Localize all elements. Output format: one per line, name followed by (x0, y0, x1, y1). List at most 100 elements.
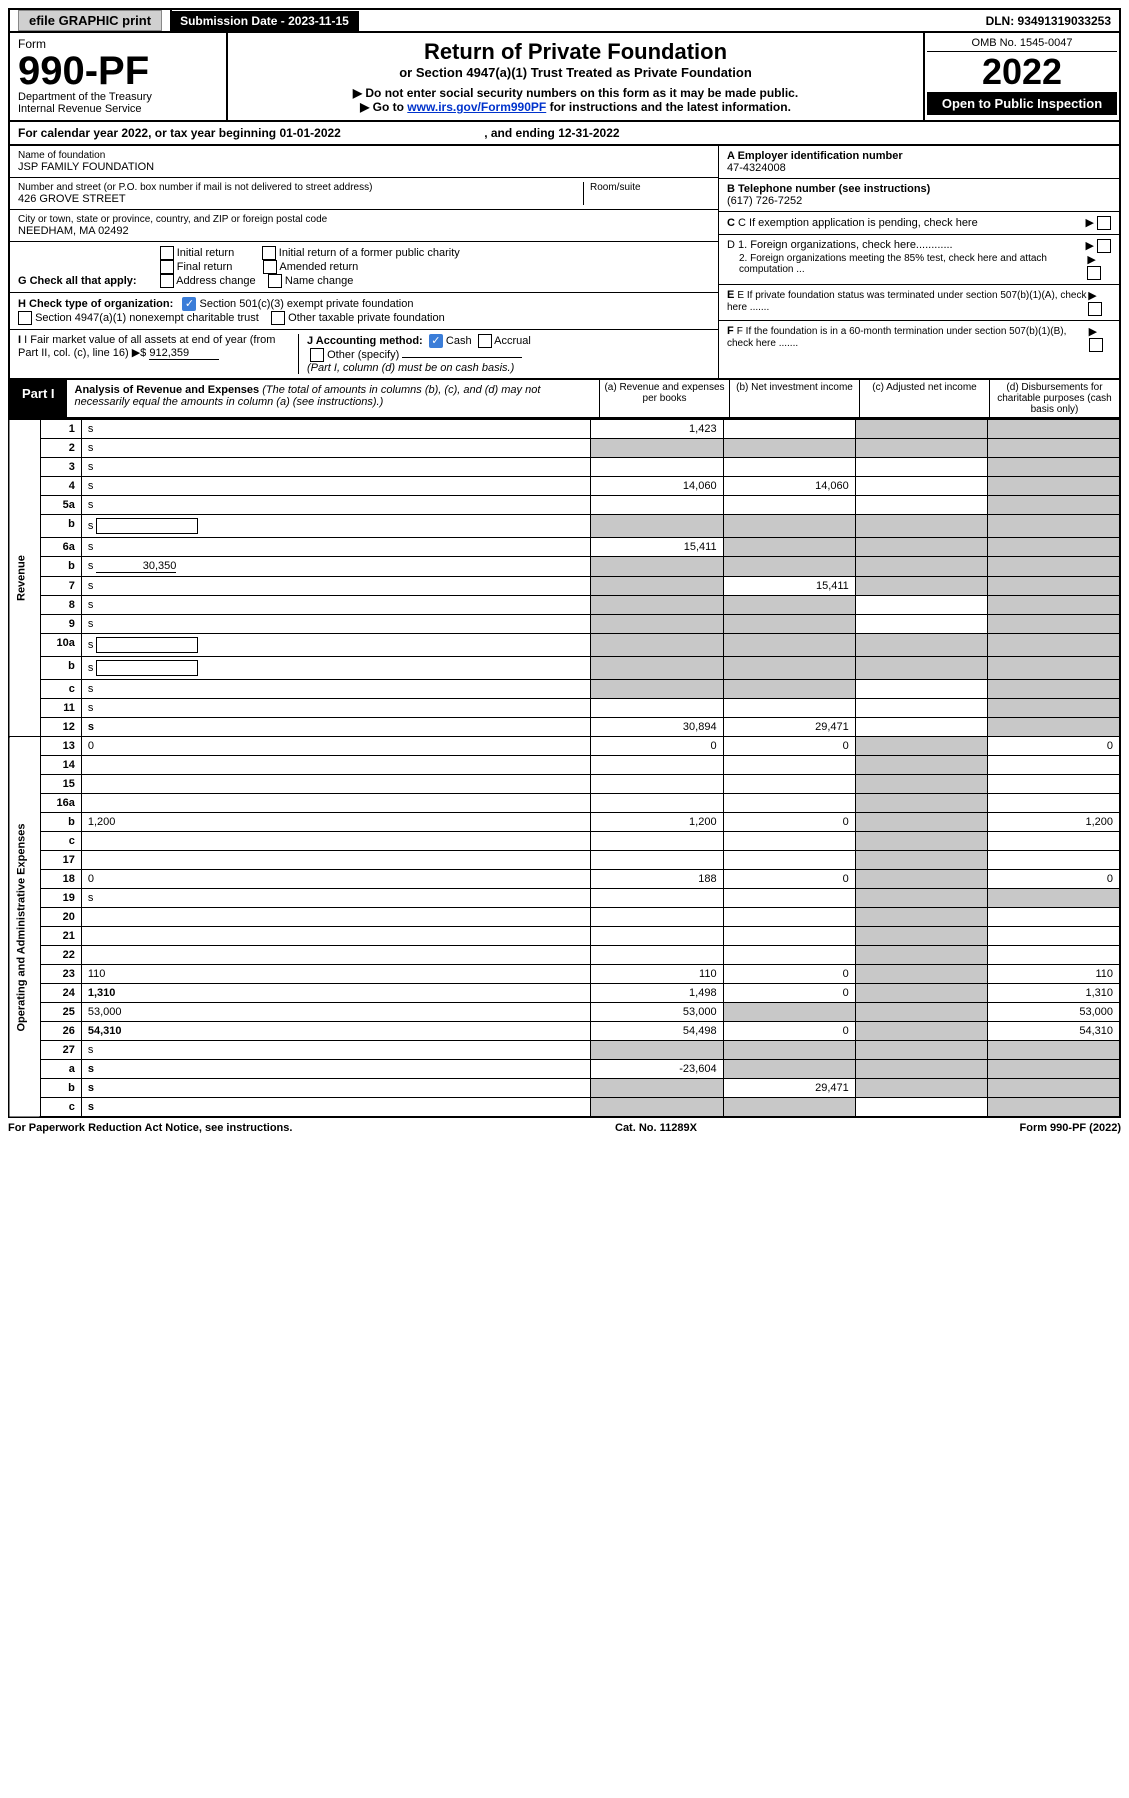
open-public-box: Open to Public Inspection (927, 92, 1117, 115)
amount-cell: 1,498 (591, 984, 723, 1003)
line-description: 110 (81, 965, 590, 984)
table-row: 27s (9, 1041, 1120, 1060)
amount-cell (987, 496, 1120, 515)
amount-cell (591, 832, 723, 851)
table-row: 5as (9, 496, 1120, 515)
instructions-link[interactable]: www.irs.gov/Form990PF (407, 100, 546, 114)
tax-year: 2022 (927, 52, 1117, 92)
checkbox-f[interactable] (1089, 338, 1103, 352)
amount-cell (723, 538, 855, 557)
line-description: s (81, 477, 590, 496)
room-label: Room/suite (590, 182, 710, 193)
checkbox-c[interactable] (1097, 216, 1111, 230)
amount-cell (723, 596, 855, 615)
omb-number: OMB No. 1545-0047 (927, 35, 1117, 52)
table-row: 231101100110 (9, 965, 1120, 984)
line-number: 3 (40, 458, 81, 477)
amount-cell (855, 577, 987, 596)
amount-cell: 1,200 (591, 813, 723, 832)
part-1-label: Part I (10, 380, 67, 417)
form-note-2: ▶ Go to www.irs.gov/Form990PF for instru… (236, 100, 915, 114)
section-h: H Check type of organization: ✓ Section … (10, 293, 718, 330)
amount-cell (855, 1003, 987, 1022)
top-bar: efile GRAPHIC print Submission Date - 20… (8, 8, 1121, 33)
amount-cell (723, 927, 855, 946)
amount-cell (855, 1060, 987, 1079)
line-description: 0 (81, 737, 590, 756)
amount-cell (723, 680, 855, 699)
amount-cell: 188 (591, 870, 723, 889)
amount-cell: 29,471 (723, 718, 855, 737)
checkbox-final-return[interactable] (160, 260, 174, 274)
info-section: Name of foundation JSP FAMILY FOUNDATION… (8, 146, 1121, 380)
checkbox-d2[interactable] (1087, 266, 1101, 280)
amount-cell (591, 657, 723, 680)
amount-cell: -23,604 (591, 1060, 723, 1079)
table-row: 2654,31054,498054,310 (9, 1022, 1120, 1041)
line-description: s (81, 1041, 590, 1060)
amount-cell (855, 775, 987, 794)
line-number: 23 (40, 965, 81, 984)
efile-button[interactable]: efile GRAPHIC print (18, 10, 162, 31)
amount-cell (855, 737, 987, 756)
checkbox-name-change[interactable] (268, 274, 282, 288)
amount-cell (987, 538, 1120, 557)
section-ij: I I Fair market value of all assets at e… (10, 330, 718, 378)
checkbox-d1[interactable] (1097, 239, 1111, 253)
line-description: 53,000 (81, 1003, 590, 1022)
checkbox-accrual[interactable] (478, 334, 492, 348)
line-description: s (81, 577, 590, 596)
table-row: 6as15,411 (9, 538, 1120, 557)
page-footer: For Paperwork Reduction Act Notice, see … (8, 1118, 1121, 1134)
checkbox-initial-former[interactable] (262, 246, 276, 260)
col-b-header: (b) Net investment income (729, 380, 859, 417)
checkbox-other-method[interactable] (310, 348, 324, 362)
table-row: 15 (9, 775, 1120, 794)
line-description: s (81, 1079, 590, 1098)
fmv-value: 912,359 (149, 347, 219, 360)
table-row: b1,2001,20001,200 (9, 813, 1120, 832)
amount-cell (723, 832, 855, 851)
table-row: bs29,471 (9, 1079, 1120, 1098)
amount-cell (855, 557, 987, 577)
line-description (81, 756, 590, 775)
line-description: 1,200 (81, 813, 590, 832)
amount-cell (855, 1022, 987, 1041)
amount-cell (591, 680, 723, 699)
amount-cell: 0 (987, 737, 1120, 756)
line-description: s (81, 1098, 590, 1118)
checkbox-501c3[interactable]: ✓ (182, 297, 196, 311)
amount-cell (855, 458, 987, 477)
line-number: 21 (40, 927, 81, 946)
line-number: 5a (40, 496, 81, 515)
table-row: 9s (9, 615, 1120, 634)
checkbox-amended[interactable] (263, 260, 277, 274)
checkbox-e[interactable] (1088, 302, 1102, 316)
amount-cell (987, 1041, 1120, 1060)
line-description: s (81, 496, 590, 515)
line-number: 22 (40, 946, 81, 965)
checkbox-cash[interactable]: ✓ (429, 334, 443, 348)
checkbox-address-change[interactable] (160, 274, 174, 288)
checkbox-other-taxable[interactable] (271, 311, 285, 325)
phone-value: (617) 726-7252 (727, 195, 802, 207)
footer-mid: Cat. No. 11289X (615, 1122, 697, 1134)
table-row: bs (9, 515, 1120, 538)
amount-cell (591, 634, 723, 657)
amount-cell (855, 1079, 987, 1098)
amount-cell (723, 439, 855, 458)
table-row: Revenue1s1,423 (9, 420, 1120, 439)
amount-cell: 0 (591, 737, 723, 756)
line-description: 1,310 (81, 984, 590, 1003)
line-description: s (81, 889, 590, 908)
amount-cell (723, 908, 855, 927)
amount-cell (987, 557, 1120, 577)
amount-cell: 14,060 (591, 477, 723, 496)
checkbox-4947[interactable] (18, 311, 32, 325)
amount-cell (855, 984, 987, 1003)
amount-cell (723, 775, 855, 794)
amount-cell (591, 557, 723, 577)
table-row: 22 (9, 946, 1120, 965)
checkbox-initial-return[interactable] (160, 246, 174, 260)
line-number: 13 (40, 737, 81, 756)
